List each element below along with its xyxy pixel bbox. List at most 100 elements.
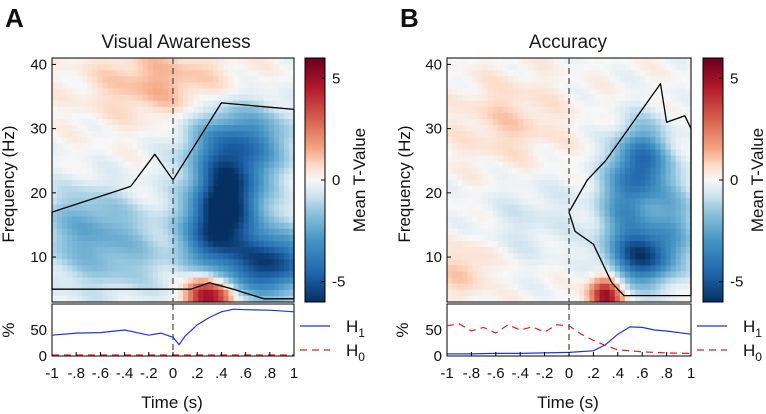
heatmap-cell — [173, 180, 179, 187]
heatmap-cell — [665, 88, 672, 96]
heatmap-cell — [203, 204, 209, 212]
heatmap-cell — [528, 222, 535, 230]
heatmap-cell — [67, 253, 73, 260]
heatmap-cell — [258, 76, 265, 83]
heatmap-cell — [107, 253, 114, 260]
heatmap-cell — [57, 210, 63, 218]
heatmap-cell — [218, 241, 225, 248]
heatmap-cell — [472, 112, 479, 120]
heatmap-cell — [685, 94, 692, 102]
heatmap-cell — [137, 131, 144, 138]
heatmap-cell — [660, 283, 667, 291]
heatmap-cell — [142, 204, 149, 212]
heatmap-cell — [452, 295, 458, 303]
heatmap-cell — [248, 70, 255, 77]
heatmap-cell — [162, 58, 169, 65]
heatmap-cell — [167, 125, 174, 132]
heatmap-cell — [92, 259, 98, 266]
heatmap-cell — [258, 119, 265, 126]
heatmap-cell — [635, 161, 641, 169]
heatmap-cell — [477, 204, 484, 212]
heatmap-cell — [167, 76, 174, 83]
heatmap-cell — [579, 222, 585, 230]
heatmap-cell — [579, 216, 585, 224]
heatmap-cell — [543, 149, 550, 157]
heatmap-cell — [87, 155, 93, 163]
heatmap-cell — [233, 241, 240, 248]
heatmap-cell — [599, 253, 606, 260]
heatmap-cell — [173, 76, 179, 83]
heatmap-cell — [482, 131, 489, 138]
heatmap-cell — [97, 125, 104, 132]
heatmap-cell — [167, 64, 174, 71]
heatmap-cell — [263, 112, 270, 120]
heatmap-cell — [263, 70, 270, 77]
heatmap-cell — [238, 137, 245, 144]
heatmap-cell — [243, 234, 250, 242]
heatmap-cell — [619, 216, 626, 224]
heatmap-cell — [457, 241, 463, 248]
heatmap-cell — [452, 155, 458, 163]
heatmap-cell — [137, 82, 144, 90]
heatmap-cell — [248, 204, 255, 212]
heatmap-cell — [117, 70, 124, 77]
heatmap-cell — [447, 222, 453, 230]
heatmap-cell — [523, 295, 529, 303]
heatmap-cell — [218, 259, 225, 266]
heatmap-cell — [107, 155, 114, 163]
heatmap-cell — [543, 161, 550, 169]
heatmap-cell — [273, 70, 280, 77]
heatmap-cell — [203, 180, 209, 187]
heatmap-cell — [630, 259, 636, 266]
heatmap-cell — [283, 155, 290, 163]
heatmap-cell — [670, 253, 677, 260]
heatmap-cell — [447, 155, 453, 163]
heatmap-cell — [492, 295, 499, 303]
heatmap-cell — [604, 106, 611, 114]
heatmap-cell — [650, 155, 657, 163]
heatmap-cell — [548, 149, 555, 157]
heatmap-cell — [665, 216, 672, 224]
heatmap-cell — [462, 222, 468, 230]
heatmap-cell — [660, 155, 667, 163]
heatmap-cell — [183, 222, 189, 230]
heatmap-cell — [457, 137, 463, 144]
heatmap-cell — [680, 241, 687, 248]
heatmap-cell — [173, 155, 179, 163]
heatmap-cell — [553, 143, 560, 151]
heatmap-cell — [574, 137, 580, 144]
heatmap-cell — [589, 204, 596, 212]
heatmap-cell — [208, 82, 214, 90]
heatmap-cell — [665, 149, 672, 157]
heatmap-cell — [594, 247, 601, 254]
heatmap-cell — [77, 82, 83, 90]
heatmap-cell — [77, 119, 83, 126]
heatmap-cell — [152, 222, 159, 230]
heatmap-cell — [502, 253, 509, 260]
heatmap-cell — [477, 198, 484, 205]
heatmap-cell — [533, 64, 540, 71]
heatmap-cell — [467, 180, 474, 187]
heatmap-cell — [77, 64, 83, 71]
heatmap-cell — [147, 106, 154, 114]
heatmap-cell — [563, 143, 570, 151]
heatmap-cell — [619, 88, 626, 96]
heatmap-cell — [193, 112, 199, 120]
heatmap-cell — [127, 64, 134, 71]
heatmap-cell — [253, 94, 260, 102]
heatmap-cell — [97, 119, 104, 126]
heatmap-cell — [283, 64, 290, 71]
heatmap-cell — [685, 204, 692, 212]
heatmap-cell — [492, 259, 499, 266]
heatmap-cell — [137, 161, 144, 169]
heatmap-cell — [188, 64, 194, 71]
heatmap-cell — [477, 155, 484, 163]
heatmap-cell — [553, 82, 560, 90]
heatmap-cell — [492, 112, 499, 120]
heatmap-cell — [273, 161, 280, 169]
heatmap-cell — [462, 125, 468, 132]
heatmap-cell — [77, 204, 83, 212]
heatmap-cell — [228, 173, 235, 181]
heatmap-cell — [203, 161, 209, 169]
heatmap-cell — [513, 82, 519, 90]
